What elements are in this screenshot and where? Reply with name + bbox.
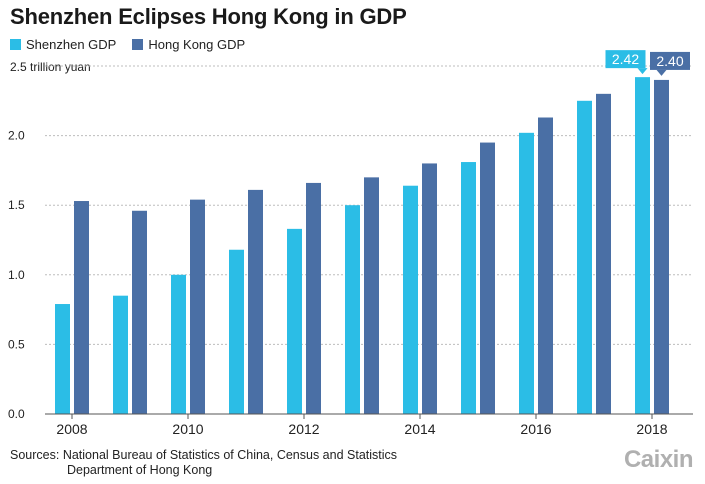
legend-label-shenzhen: Shenzhen GDP bbox=[26, 37, 117, 52]
bar-hongkong-2018 bbox=[654, 79, 669, 415]
bar-shenzhen-2008 bbox=[55, 304, 70, 414]
legend: Shenzhen GDP Hong Kong GDP bbox=[10, 37, 261, 52]
legend-swatch-shenzhen bbox=[10, 39, 21, 50]
source-line-2: Department of Hong Kong bbox=[67, 463, 213, 477]
source-prefix: Sources: bbox=[10, 448, 60, 462]
y-axis-unit-label: 2.5 trillion yuan bbox=[10, 60, 91, 74]
y-tick-label: 0.0 bbox=[8, 407, 25, 421]
bar-hongkong-2011 bbox=[248, 189, 263, 414]
y-tick-label: 0.5 bbox=[8, 337, 25, 351]
x-tick-label: 2016 bbox=[520, 421, 551, 437]
source-note: Sources: National Bureau of Statistics o… bbox=[10, 448, 397, 478]
y-tick-label: 1.0 bbox=[8, 268, 25, 282]
x-tick-label: 2018 bbox=[636, 421, 667, 437]
bar-hongkong-2010 bbox=[190, 199, 205, 414]
bar-hongkong-2008 bbox=[74, 201, 89, 414]
chart-title: Shenzhen Eclipses Hong Kong in GDP bbox=[10, 4, 407, 29]
bar-shenzhen-2016 bbox=[519, 132, 534, 415]
y-tick-label: 2.0 bbox=[8, 129, 25, 143]
bar-chart: 0.0 0.5 1.0 1.5 2.0 2008 2010 2012 2014 2016 2018 2… bbox=[8, 50, 693, 437]
bar-shenzhen-2009 bbox=[113, 295, 128, 414]
annotation-box bbox=[650, 51, 690, 70]
bar-hongkong-2009 bbox=[132, 210, 147, 414]
bar-hongkong-2017 bbox=[596, 93, 611, 414]
x-tick-label: 2008 bbox=[56, 421, 87, 437]
x-tick-label: 2010 bbox=[172, 421, 203, 437]
bar-hongkong-2015 bbox=[480, 142, 495, 414]
legend-swatch-hongkong bbox=[132, 39, 144, 50]
bar-hongkong-2014 bbox=[422, 163, 437, 414]
annotation-label: 2.42 bbox=[612, 51, 639, 67]
bar-shenzhen-2014 bbox=[403, 185, 418, 414]
bar-hongkong-2012 bbox=[306, 182, 321, 414]
annotation-pointer bbox=[637, 68, 648, 75]
bar-shenzhen-2011 bbox=[229, 249, 244, 414]
source-line-1: National Bureau of Statistics of China, … bbox=[62, 448, 398, 462]
bar-hongkong-2013 bbox=[364, 177, 379, 414]
bar-shenzhen-2013 bbox=[345, 205, 360, 414]
bar-hongkong-2016 bbox=[538, 117, 553, 414]
bar-shenzhen-2012 bbox=[287, 228, 302, 414]
legend-label-hongkong: Hong Kong GDP bbox=[148, 37, 246, 52]
x-tick-label: 2012 bbox=[288, 421, 319, 437]
bar-shenzhen-2010 bbox=[171, 274, 186, 414]
annotation-pointer bbox=[656, 69, 667, 76]
bar-shenzhen-2015 bbox=[461, 162, 476, 414]
x-tick-label: 2014 bbox=[404, 421, 435, 437]
caixin-logo: Caixin bbox=[623, 446, 694, 473]
legend-item-hongkong: Hong Kong GDP bbox=[132, 37, 245, 52]
legend-item-shenzhen: Shenzhen GDP bbox=[10, 37, 116, 52]
annotation-box bbox=[605, 50, 646, 69]
bar-shenzhen-2018 bbox=[635, 77, 650, 415]
y-tick-label: 1.5 bbox=[8, 198, 25, 212]
annotation-label: 2.40 bbox=[656, 53, 683, 69]
bar-shenzhen-2017 bbox=[577, 100, 592, 415]
